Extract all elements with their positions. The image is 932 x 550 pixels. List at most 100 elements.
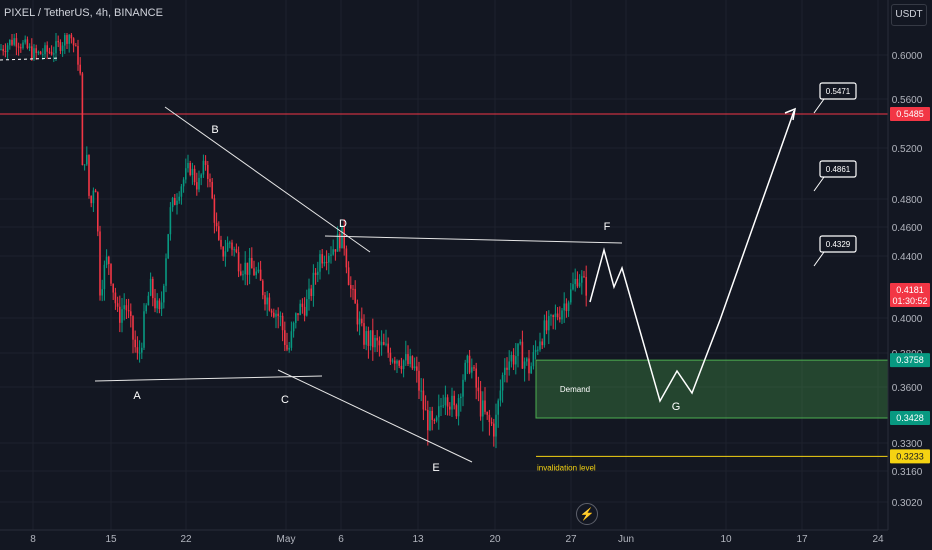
price-label: 0.3758 [890,353,930,368]
price-label-countdown: 01:30:52 [892,296,927,306]
candle-body [301,303,304,307]
candle-body [449,406,451,410]
candle-body [308,288,310,300]
wave-label-g: G [672,401,681,413]
candle-body [72,38,75,46]
candle-body [330,254,332,256]
candle-body [519,341,521,344]
target-callout: 0.4861 [813,160,857,192]
candle-body [385,343,387,345]
candle-body [539,341,541,350]
candle-body [310,288,312,297]
candle-body [26,39,29,49]
candle-body [103,264,106,290]
candle-body [475,368,477,388]
candle-body [534,349,537,353]
candle-body [0,48,2,50]
candle-body [270,310,273,313]
invalidation-label: invalidation level [537,463,596,472]
candle-body [363,323,365,345]
candle-body [218,226,220,240]
lightning-icon[interactable]: ⚡ [576,503,598,525]
candle-body [193,168,196,183]
wave-label-d: D [339,218,347,230]
candle-body [493,423,495,437]
projection-arrowhead [784,107,796,121]
candle-body [356,303,359,325]
target-value: 0.5471 [826,87,851,96]
candle-body [37,51,40,54]
candle-body [196,182,198,190]
candle-body [169,207,172,235]
candle-body [11,39,13,45]
candle-body [396,360,398,364]
candle-body [55,41,57,54]
candle-body [479,391,482,417]
candle-body [541,341,543,346]
target-pointer [813,251,825,267]
candle-body [50,51,53,55]
candle-body [378,340,381,346]
candle-body [495,414,497,437]
candles [0,33,587,449]
candle-body [486,411,488,415]
candle-body [438,406,440,418]
candle-body [429,410,431,431]
candle-body [86,154,88,165]
candle-body [435,417,438,421]
candle-body [237,252,240,272]
candle-body [565,303,568,312]
candle-body [383,341,385,345]
candle-body [321,254,323,264]
candle-body [457,398,460,417]
pattern-lower-line [277,369,473,463]
candle-body [295,313,297,323]
candle-body [242,274,244,276]
wave-label-c: C [281,394,289,406]
candle-body [422,390,425,410]
candle-body [515,356,517,365]
candle-body [563,303,565,311]
candle-body [130,311,132,317]
candle-body [420,390,422,392]
candle-body [424,409,427,411]
candle-body [275,313,277,317]
candle-body [240,271,242,275]
candle-body [163,285,165,303]
symbol-title[interactable]: PIXEL / TetherUS, 4h, BINANCE [4,7,163,19]
price-label-text: 0.4181 [896,285,924,295]
candle-body [581,276,583,283]
target-box [819,82,857,100]
pattern-upper-line [164,106,371,253]
candle-body [255,271,257,276]
candle-body [286,344,288,350]
candle-body [145,305,147,312]
candle-body [506,367,508,370]
candle-body [53,53,55,55]
candle-body [314,272,317,275]
y-tick-label: 0.4400 [892,252,923,263]
price-label-bg [890,283,930,307]
candle-body [297,313,299,315]
candle-body [20,47,22,49]
candle-body [2,48,4,52]
candle-body [224,251,227,257]
candle-body [33,48,35,59]
candle-body [416,366,418,371]
candle-body [57,41,59,43]
candle-body [354,288,356,304]
candle-body [497,400,499,415]
candle-body [9,39,11,46]
pattern-neckline [324,235,623,244]
x-tick-label: 13 [412,534,424,545]
candle-body [180,186,183,197]
candle-body [94,190,97,193]
candle-body [501,375,504,391]
currency-button[interactable]: USDT [891,4,927,26]
candle-body [545,320,548,331]
candle-body [288,347,290,350]
price-label-bg [890,449,930,464]
candle-body [548,316,550,331]
